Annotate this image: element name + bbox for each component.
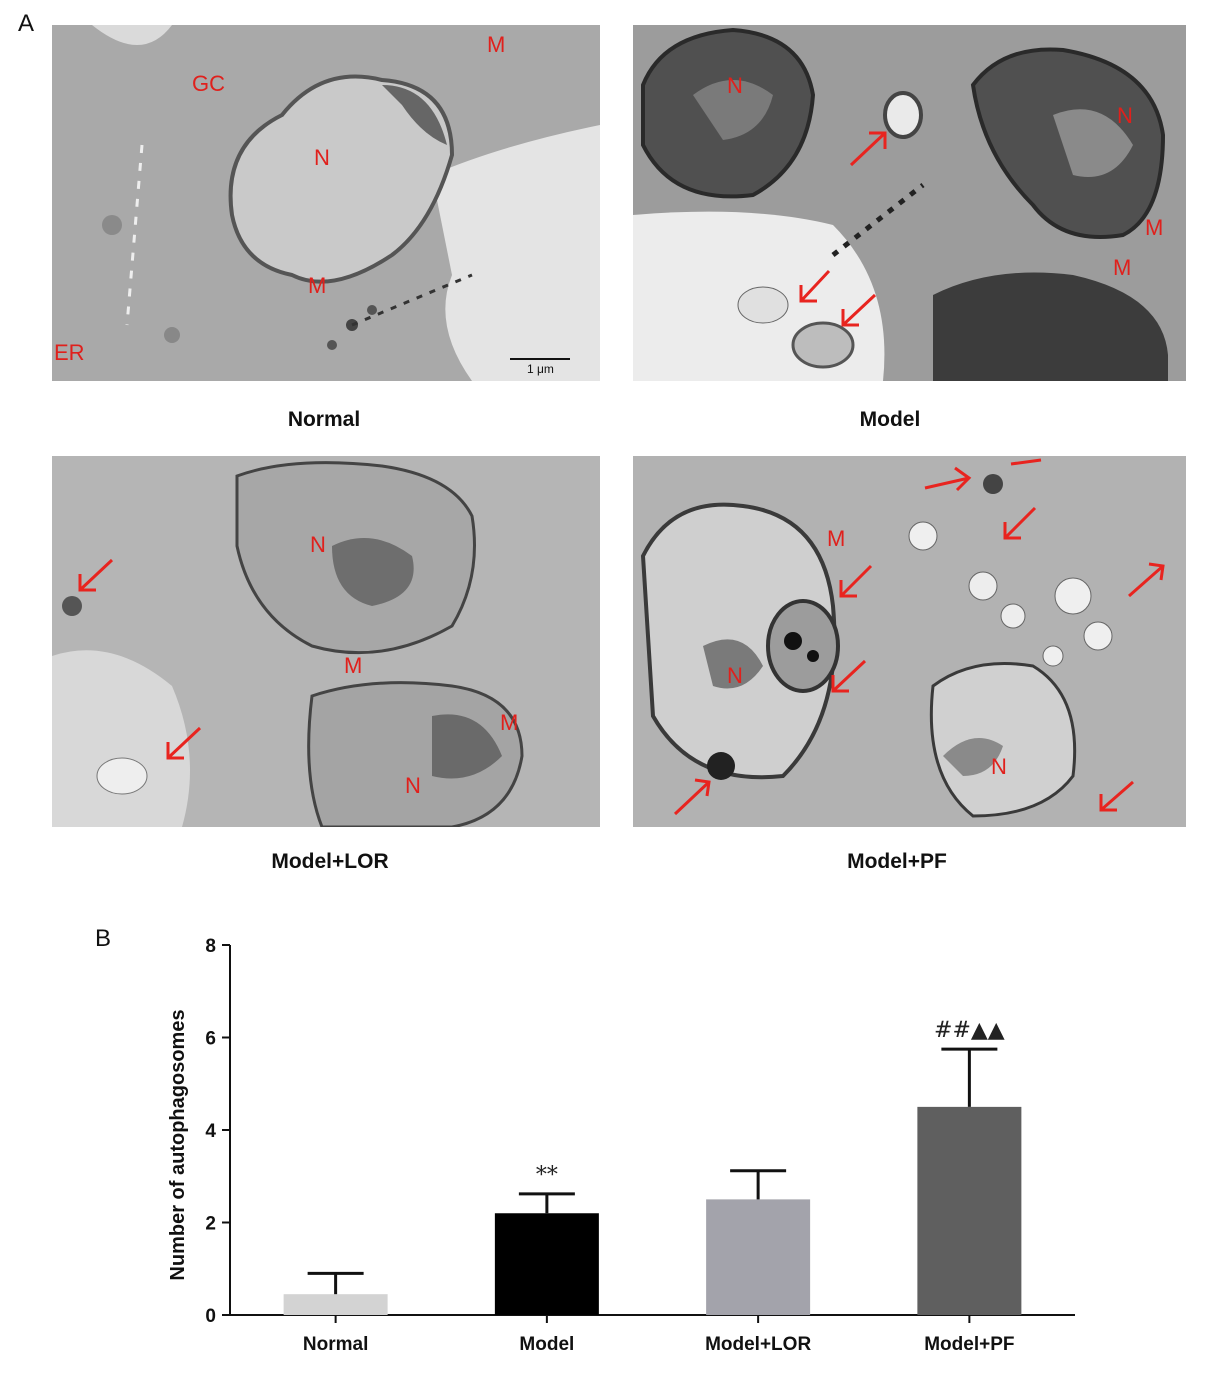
micrograph-model-lor-image: N M M N xyxy=(52,456,600,827)
label-n: N xyxy=(310,532,326,557)
micrograph-model-pf-image: M N N xyxy=(633,456,1186,827)
label-m: M xyxy=(308,273,326,298)
label-n: N xyxy=(314,145,330,170)
x-tick-label: Model+LOR xyxy=(705,1334,811,1355)
significance-label: ##▲▲ xyxy=(934,1018,1005,1043)
arrow-icon xyxy=(1099,780,1134,812)
label-m: M xyxy=(344,653,362,678)
bar xyxy=(494,1213,599,1315)
y-tick-label: 2 xyxy=(205,1214,216,1235)
y-axis-label: Number of autophagosomes xyxy=(167,1009,189,1280)
arrow-icon xyxy=(849,131,887,167)
arrow-icon xyxy=(166,726,202,760)
arrow-icon xyxy=(924,466,972,492)
micrograph-model-pf: M N N xyxy=(633,456,1186,827)
y-tick-label: 4 xyxy=(205,1121,216,1142)
caption-model: Model xyxy=(859,408,921,431)
x-tick-label: Model+PF xyxy=(924,1334,1014,1355)
arrow-icon xyxy=(831,659,867,693)
chart-bars: ** ##▲▲ xyxy=(283,1018,1022,1315)
arrow-icon xyxy=(78,558,114,592)
caption-model-pf: Model+PF xyxy=(847,850,947,873)
micrograph-model: N N M M xyxy=(633,25,1186,381)
label-er: ER xyxy=(54,340,85,365)
bar xyxy=(917,1106,1022,1315)
arrow-icon xyxy=(1128,562,1165,598)
micrograph-normal-image: GC M N M ER 1 μm xyxy=(52,25,600,381)
label-m: M xyxy=(500,710,518,735)
x-tick-label: Model xyxy=(519,1334,574,1355)
panel-a-letter: A xyxy=(18,10,35,37)
micrograph-model-lor: N M M N xyxy=(52,456,600,827)
y-tick-label: 8 xyxy=(205,936,216,957)
label-n: N xyxy=(1117,103,1133,128)
x-tick-label: Normal xyxy=(303,1334,368,1355)
label-n: N xyxy=(405,773,421,798)
caption-model-lor: Model+LOR xyxy=(271,850,389,873)
bar xyxy=(706,1199,811,1315)
arrow-icon xyxy=(841,293,877,327)
arrow-icon xyxy=(839,564,873,598)
label-gc: GC xyxy=(192,71,225,96)
caption-normal: Normal xyxy=(287,408,361,431)
autophagosome-bar-chart: Number of autophagosomes 0 2 4 6 8 Normal Mode… xyxy=(150,925,1090,1365)
panel-b-letter: B xyxy=(95,925,112,952)
micrograph-model-image: N N M M xyxy=(633,25,1186,381)
arrow-icon xyxy=(799,269,831,303)
y-tick-label: 0 xyxy=(205,1306,216,1327)
arrow-icon xyxy=(1003,506,1037,540)
chart-svg: Number of autophagosomes 0 2 4 6 8 Normal Mode… xyxy=(167,936,1075,1355)
label-n: N xyxy=(727,663,743,688)
label-m: M xyxy=(487,32,505,57)
label-m: M xyxy=(1145,215,1163,240)
arrow-icon xyxy=(1010,458,1042,466)
label-m: M xyxy=(827,526,845,551)
y-tick-label: 6 xyxy=(205,1029,216,1050)
micrograph-normal: GC M N M ER 1 μm xyxy=(52,25,600,381)
chart-axes: 0 2 4 6 8 Normal Model Model+LOR Model+PF xyxy=(205,936,1075,1355)
label-n: N xyxy=(991,754,1007,779)
label-n: N xyxy=(727,73,743,98)
scale-bar-label: 1 μm xyxy=(527,362,554,376)
label-m: M xyxy=(1113,255,1131,280)
significance-label: ** xyxy=(536,1163,558,1188)
bar xyxy=(283,1294,388,1315)
arrow-icon xyxy=(673,778,711,816)
